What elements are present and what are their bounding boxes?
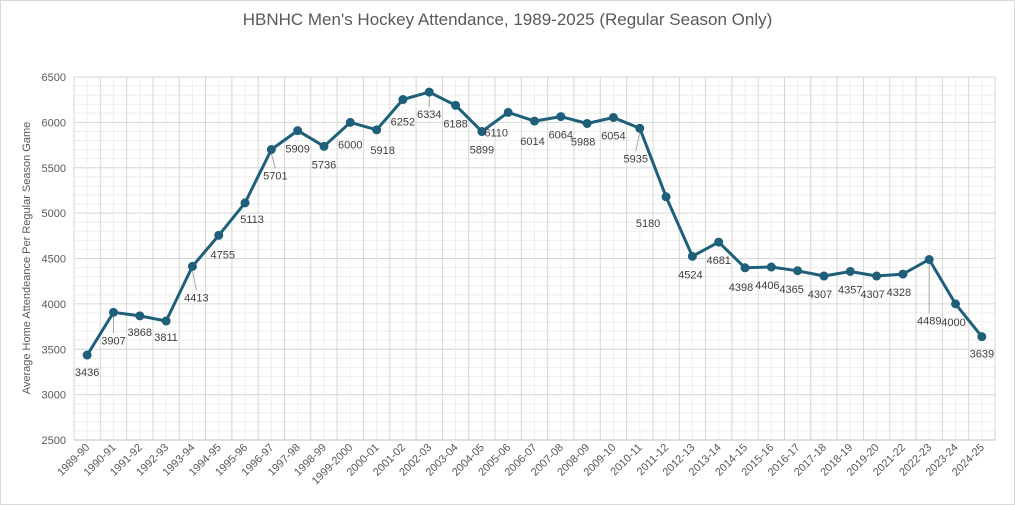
data-label: 4398 <box>729 282 753 294</box>
data-label: 4307 <box>860 289 884 301</box>
data-point <box>661 192 671 202</box>
data-label: 5918 <box>370 145 394 157</box>
data-label: 3811 <box>154 332 178 344</box>
data-label: 5113 <box>240 214 264 226</box>
data-label: 4406 <box>755 280 779 292</box>
data-label: 4489 <box>917 315 941 327</box>
data-points <box>82 87 987 360</box>
data-label: 3639 <box>970 349 994 361</box>
data-point <box>161 316 171 326</box>
data-point <box>451 100 461 110</box>
y-axis: 2500 3000 3500 4000 4500 5000 5500 6000 6500 <box>42 72 66 447</box>
y-tick-label: 3500 <box>42 344 66 356</box>
data-point <box>108 307 118 317</box>
data-point <box>977 332 987 342</box>
data-label: 3868 <box>128 327 152 339</box>
y-tick-label: 4500 <box>42 254 66 266</box>
leader-line <box>635 132 641 152</box>
data-point <box>477 127 487 137</box>
data-label: 4524 <box>678 269 702 281</box>
data-point <box>872 271 882 281</box>
data-label: 6014 <box>520 136 544 148</box>
grid-lines <box>73 76 996 441</box>
data-point <box>240 198 250 208</box>
label-leader-lines <box>112 96 930 334</box>
data-label: 4307 <box>808 289 832 301</box>
y-tick-label: 5500 <box>42 163 66 175</box>
data-label: 5701 <box>263 171 287 183</box>
data-point <box>819 271 829 281</box>
data-label: 6334 <box>417 109 441 121</box>
data-point <box>898 269 908 279</box>
data-label: 6000 <box>338 139 362 151</box>
data-label: 4755 <box>210 249 234 261</box>
data-point <box>345 117 355 127</box>
data-label: 4413 <box>184 292 208 304</box>
data-point <box>135 311 145 321</box>
data-label: 5988 <box>571 136 595 148</box>
data-point <box>845 266 855 276</box>
data-point <box>82 350 92 360</box>
data-point <box>293 126 303 136</box>
data-label: 3436 <box>75 367 99 379</box>
y-tick-label: 5000 <box>42 208 66 220</box>
y-tick-label: 6000 <box>42 117 66 129</box>
y-tick-label: 4000 <box>42 299 66 311</box>
data-label: 6188 <box>443 118 467 130</box>
data-point <box>740 263 750 273</box>
x-axis: 1989-901990-911991-921992-931993-941994-… <box>55 442 987 488</box>
data-point <box>266 145 276 155</box>
data-point <box>214 230 224 240</box>
data-point <box>372 125 382 135</box>
data-label: 6064 <box>549 130 573 142</box>
data-label: 4000 <box>941 317 965 329</box>
data-label: 5736 <box>312 159 336 171</box>
data-label: 4328 <box>887 287 911 299</box>
data-point <box>635 123 645 133</box>
data-point <box>530 116 539 126</box>
data-point <box>793 266 803 276</box>
leader-line <box>191 270 197 291</box>
data-point <box>714 237 724 247</box>
data-label: 4357 <box>838 284 862 296</box>
data-point <box>556 112 566 122</box>
data-point <box>424 87 434 97</box>
y-tick-label: 6500 <box>42 72 66 84</box>
data-point <box>319 141 329 151</box>
data-label: 4681 <box>706 255 730 267</box>
y-axis-label: Average Home Attendeance Per Regular Sea… <box>21 122 33 395</box>
data-label: 5180 <box>636 218 660 230</box>
data-point <box>398 95 408 105</box>
data-label: 3907 <box>101 335 125 347</box>
data-label: 6110 <box>484 127 508 139</box>
data-point <box>608 112 618 122</box>
y-tick-label: 2500 <box>42 435 66 447</box>
data-label: 5909 <box>285 144 309 156</box>
y-tick-label: 3000 <box>42 390 66 402</box>
chart-title: HBNHC Men's Hockey Attendance, 1989-2025… <box>242 10 773 29</box>
data-point <box>924 254 934 264</box>
data-point <box>687 251 697 261</box>
leader-line <box>270 153 276 169</box>
data-point <box>766 262 776 272</box>
data-point <box>187 261 197 271</box>
data-label: 6252 <box>391 117 415 129</box>
data-label: 5899 <box>470 145 494 157</box>
data-point <box>503 107 513 117</box>
data-label: 6054 <box>601 130 625 142</box>
data-point <box>951 299 961 309</box>
data-point <box>582 118 592 128</box>
data-label: 5935 <box>624 153 648 165</box>
data-label: 4365 <box>779 284 803 296</box>
